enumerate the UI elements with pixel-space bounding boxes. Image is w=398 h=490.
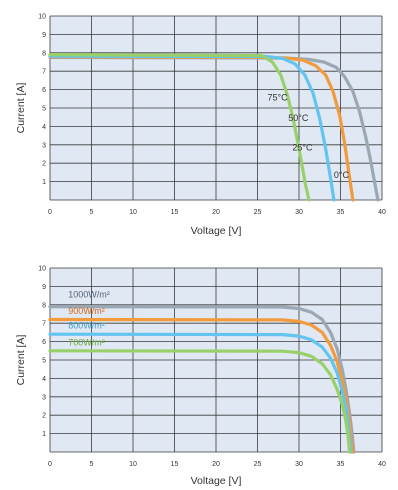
- label-1000: 1000W/m²: [68, 289, 110, 299]
- y-tick-label: 4: [42, 376, 46, 383]
- y-tick-label: 6: [42, 339, 46, 346]
- y-tick-label: 1: [42, 179, 46, 186]
- label-700: 700W/m²: [68, 337, 105, 347]
- x-tick-label: 30: [295, 209, 303, 216]
- x-tick-label: 10: [129, 461, 137, 468]
- x-tick-label: 15: [171, 461, 179, 468]
- y-tick-label: 7: [42, 69, 46, 76]
- series-line-2: [48, 332, 353, 454]
- x-tick-label: 5: [90, 209, 94, 216]
- x-tick-label: 35: [337, 461, 345, 468]
- y-tick-label: 10: [38, 266, 46, 273]
- x-tick-label: 10: [129, 209, 137, 216]
- y-tick-label: 9: [42, 284, 46, 291]
- y-axis-label: Current [A]: [15, 83, 27, 134]
- label-800: 800W/m²: [68, 321, 105, 331]
- y-tick-label: 10: [38, 14, 46, 21]
- x-tick-label: 20: [212, 461, 220, 468]
- x-tick-label: 40: [378, 209, 386, 216]
- y-tick-label: 1: [42, 431, 46, 438]
- x-tick-label: 40: [378, 461, 386, 468]
- series-line-3: [48, 52, 311, 202]
- x-tick-label: 35: [337, 209, 345, 216]
- y-tick-label: 2: [42, 161, 46, 168]
- label-75c: 75°C: [267, 93, 288, 103]
- y-tick-label: 5: [42, 358, 46, 365]
- x-axis-label: Voltage [V]: [191, 475, 242, 487]
- x-tick-label: 0: [48, 461, 52, 468]
- x-tick-label: 5: [90, 461, 94, 468]
- y-tick-label: 7: [42, 321, 46, 328]
- y-tick-label: 5: [42, 106, 46, 113]
- label-0c: 0°C: [334, 170, 350, 180]
- y-tick-label: 4: [42, 124, 46, 131]
- label-50c: 50°C: [288, 113, 309, 123]
- x-tick-label: 25: [254, 461, 262, 468]
- x-tick-label: 20: [212, 209, 220, 216]
- y-tick-label: 8: [42, 50, 46, 57]
- label-25c: 25°C: [292, 142, 313, 152]
- y-axis-label: Current [A]: [15, 335, 27, 386]
- x-tick-label: 25: [254, 209, 262, 216]
- x-tick-label: 30: [295, 461, 303, 468]
- y-tick-label: 8: [42, 302, 46, 309]
- y-tick-label: 3: [42, 142, 46, 149]
- series-line-2: [48, 54, 336, 202]
- y-tick-label: 6: [42, 87, 46, 94]
- x-tick-label: 0: [48, 209, 52, 216]
- label-900: 900W/m²: [68, 306, 105, 316]
- temperature-iv-chart: 0 5 10 15 20 25 30 35 40 1 2 3 4 5 6 7 8 9 10 Voltage [V] Cu…: [15, 14, 386, 238]
- x-axis-label: Voltage [V]: [191, 225, 242, 237]
- y-tick-label: 9: [42, 32, 46, 39]
- series-line-3: [48, 349, 352, 454]
- y-tick-label: 2: [42, 413, 46, 420]
- y-tick-label: 3: [42, 394, 46, 401]
- irradiance-iv-chart: 0 5 10 15 20 25 30 35 40 1 2 3 4 5 6 7 8 9 10 Voltage [V] Cu…: [15, 266, 386, 488]
- x-tick-label: 15: [171, 209, 179, 216]
